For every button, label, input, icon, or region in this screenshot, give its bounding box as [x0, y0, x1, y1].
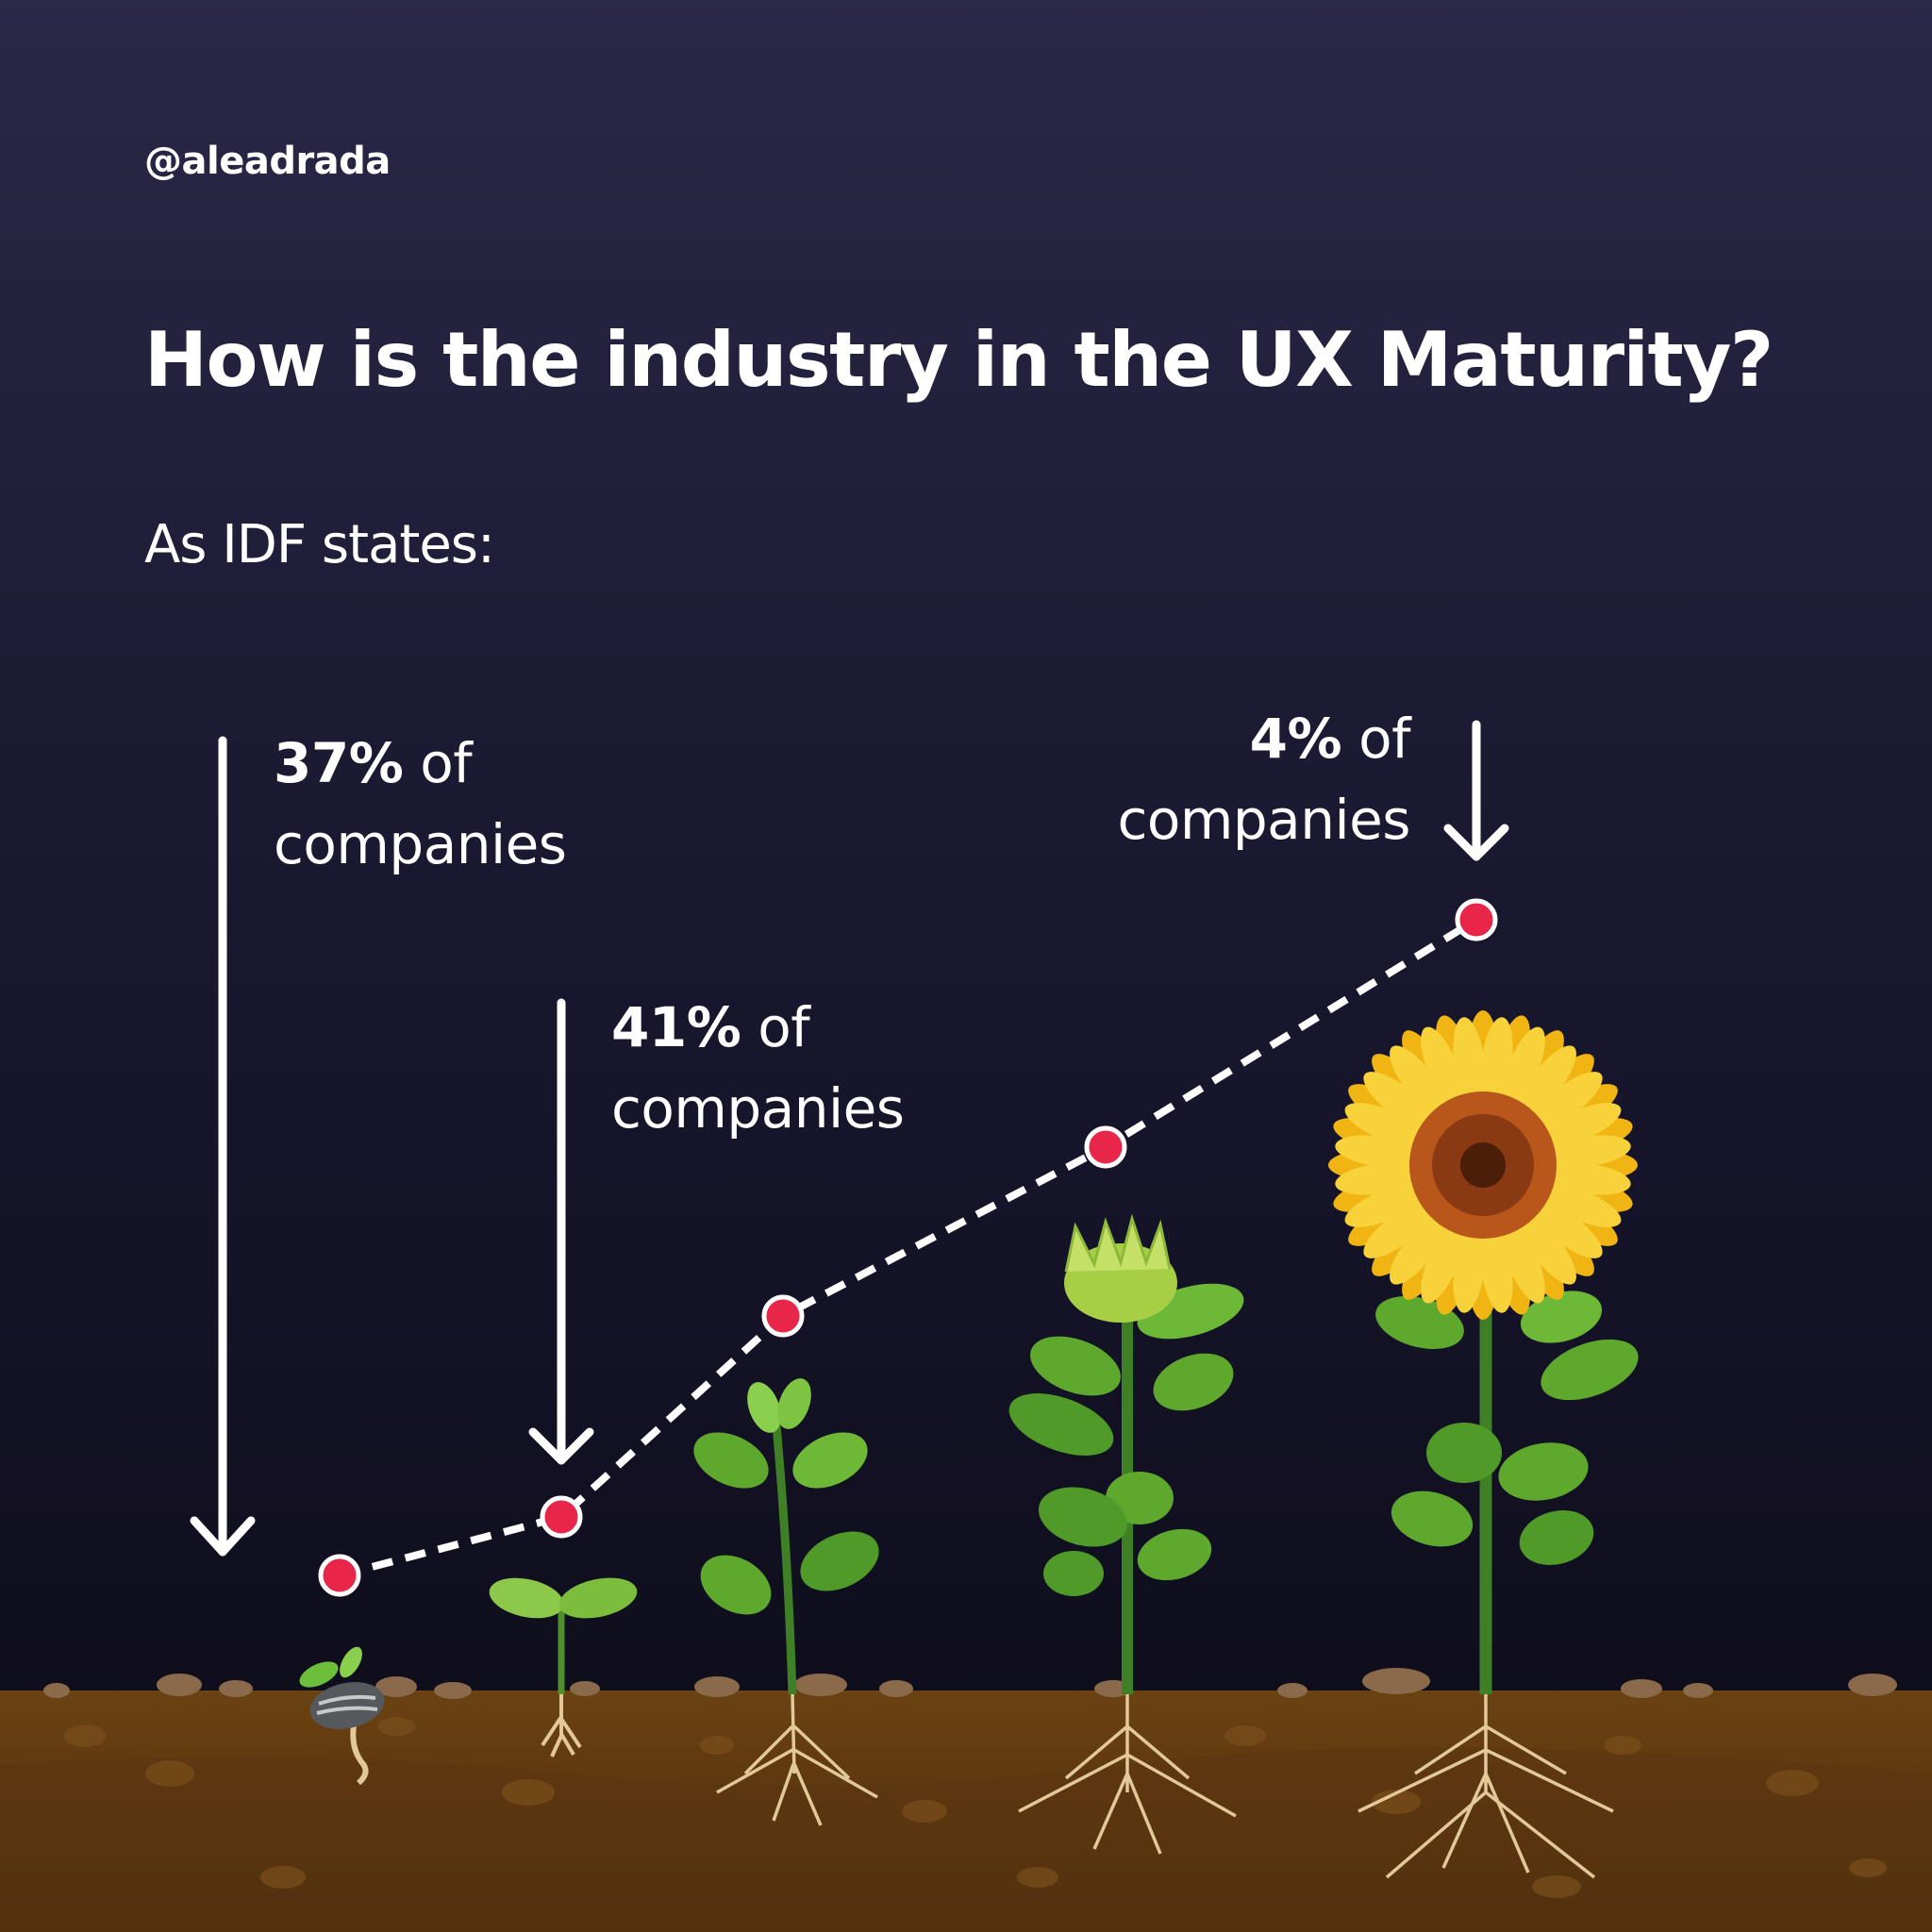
- page-subtitle: As IDF states:: [144, 514, 495, 575]
- sunflower-icon: [1328, 1010, 1639, 1879]
- sunflower-petal: [1421, 1026, 1465, 1108]
- sunflower-petal: [1390, 1213, 1448, 1285]
- callout-37-percent: 37% of companies: [274, 723, 567, 885]
- callout-companies: companies: [1117, 788, 1410, 852]
- sunflower-petal: [1421, 1222, 1465, 1304]
- growth-trend-line: [338, 916, 1479, 1579]
- sunflower-petal: [1540, 1183, 1622, 1227]
- stage-marker: [318, 1554, 361, 1597]
- stage-marker: [1084, 1125, 1127, 1169]
- stage-marker: [761, 1294, 805, 1338]
- sunflower-petal: [1480, 1226, 1513, 1313]
- down-arrow-icon: [528, 998, 594, 1465]
- down-arrow-icon: [190, 736, 256, 1557]
- callout-4-percent: 4% of companies: [1117, 698, 1410, 860]
- callout-41-percent: 41% of companies: [611, 987, 905, 1149]
- callout-percent: 4%: [1249, 707, 1342, 771]
- sunflower-petals: [1328, 1010, 1638, 1320]
- sunflower-petal: [1335, 1162, 1422, 1195]
- seedling-icon: [489, 1577, 638, 1757]
- callout-of: of: [420, 731, 473, 795]
- sunflower-petal: [1344, 1183, 1426, 1227]
- sunflower-petal: [1363, 1200, 1435, 1258]
- sunflower-petal: [1501, 1222, 1545, 1304]
- callout-of: of: [1358, 707, 1410, 771]
- sprouting-seed-icon: [299, 1646, 385, 1786]
- sunflower-petal: [1501, 1026, 1545, 1108]
- author-handle: @aleadrada: [144, 140, 391, 183]
- soil-ground: [0, 1668, 1932, 1932]
- sunflower-petal: [1363, 1072, 1435, 1130]
- callout-companies: companies: [611, 1076, 905, 1141]
- callout-of: of: [758, 995, 810, 1059]
- stage-marker: [1455, 898, 1498, 941]
- callout-companies: companies: [274, 812, 567, 876]
- sunflower-petal: [1518, 1213, 1576, 1285]
- sunflower-petal: [1453, 1017, 1486, 1104]
- down-arrow-icon: [1443, 720, 1509, 861]
- sunflower-petal: [1531, 1072, 1603, 1130]
- sunflower-petal: [1544, 1135, 1631, 1168]
- young-plant-icon: [693, 1378, 879, 1826]
- stage-marker: [540, 1495, 583, 1539]
- sunflower-petal: [1540, 1103, 1622, 1147]
- callout-percent: 37%: [274, 731, 404, 795]
- budding-plant-icon: [1008, 1213, 1244, 1855]
- sunflower-petal: [1390, 1045, 1448, 1117]
- sunflower-petal: [1531, 1200, 1603, 1258]
- callout-percent: 41%: [611, 995, 741, 1059]
- sunflower-petal: [1518, 1045, 1576, 1117]
- page-title: How is the industry in the UX Maturity?: [144, 316, 1774, 404]
- sunflower-petal: [1344, 1103, 1426, 1147]
